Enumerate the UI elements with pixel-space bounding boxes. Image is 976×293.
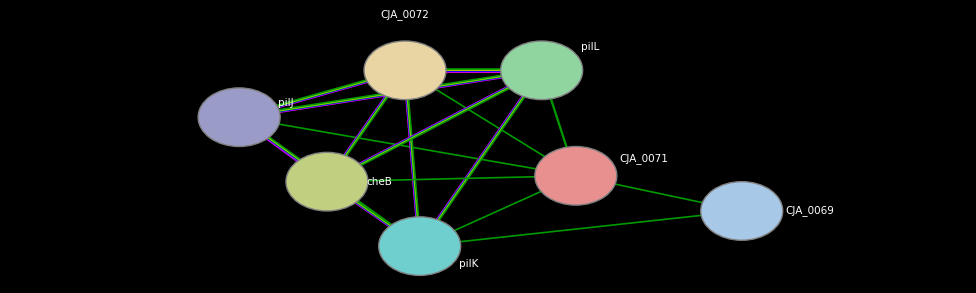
Text: pilL: pilL xyxy=(581,42,599,52)
Ellipse shape xyxy=(535,146,617,205)
Ellipse shape xyxy=(501,41,583,100)
Text: CJA_0069: CJA_0069 xyxy=(786,205,834,217)
Ellipse shape xyxy=(364,41,446,100)
Ellipse shape xyxy=(701,182,783,240)
Text: CJA_0071: CJA_0071 xyxy=(620,153,669,164)
Ellipse shape xyxy=(198,88,280,146)
Ellipse shape xyxy=(286,152,368,211)
Ellipse shape xyxy=(379,217,461,275)
Text: cheB: cheB xyxy=(366,177,392,187)
Text: pilK: pilK xyxy=(459,259,478,269)
Text: CJA_0072: CJA_0072 xyxy=(381,9,429,20)
Text: pilJ: pilJ xyxy=(278,98,294,108)
